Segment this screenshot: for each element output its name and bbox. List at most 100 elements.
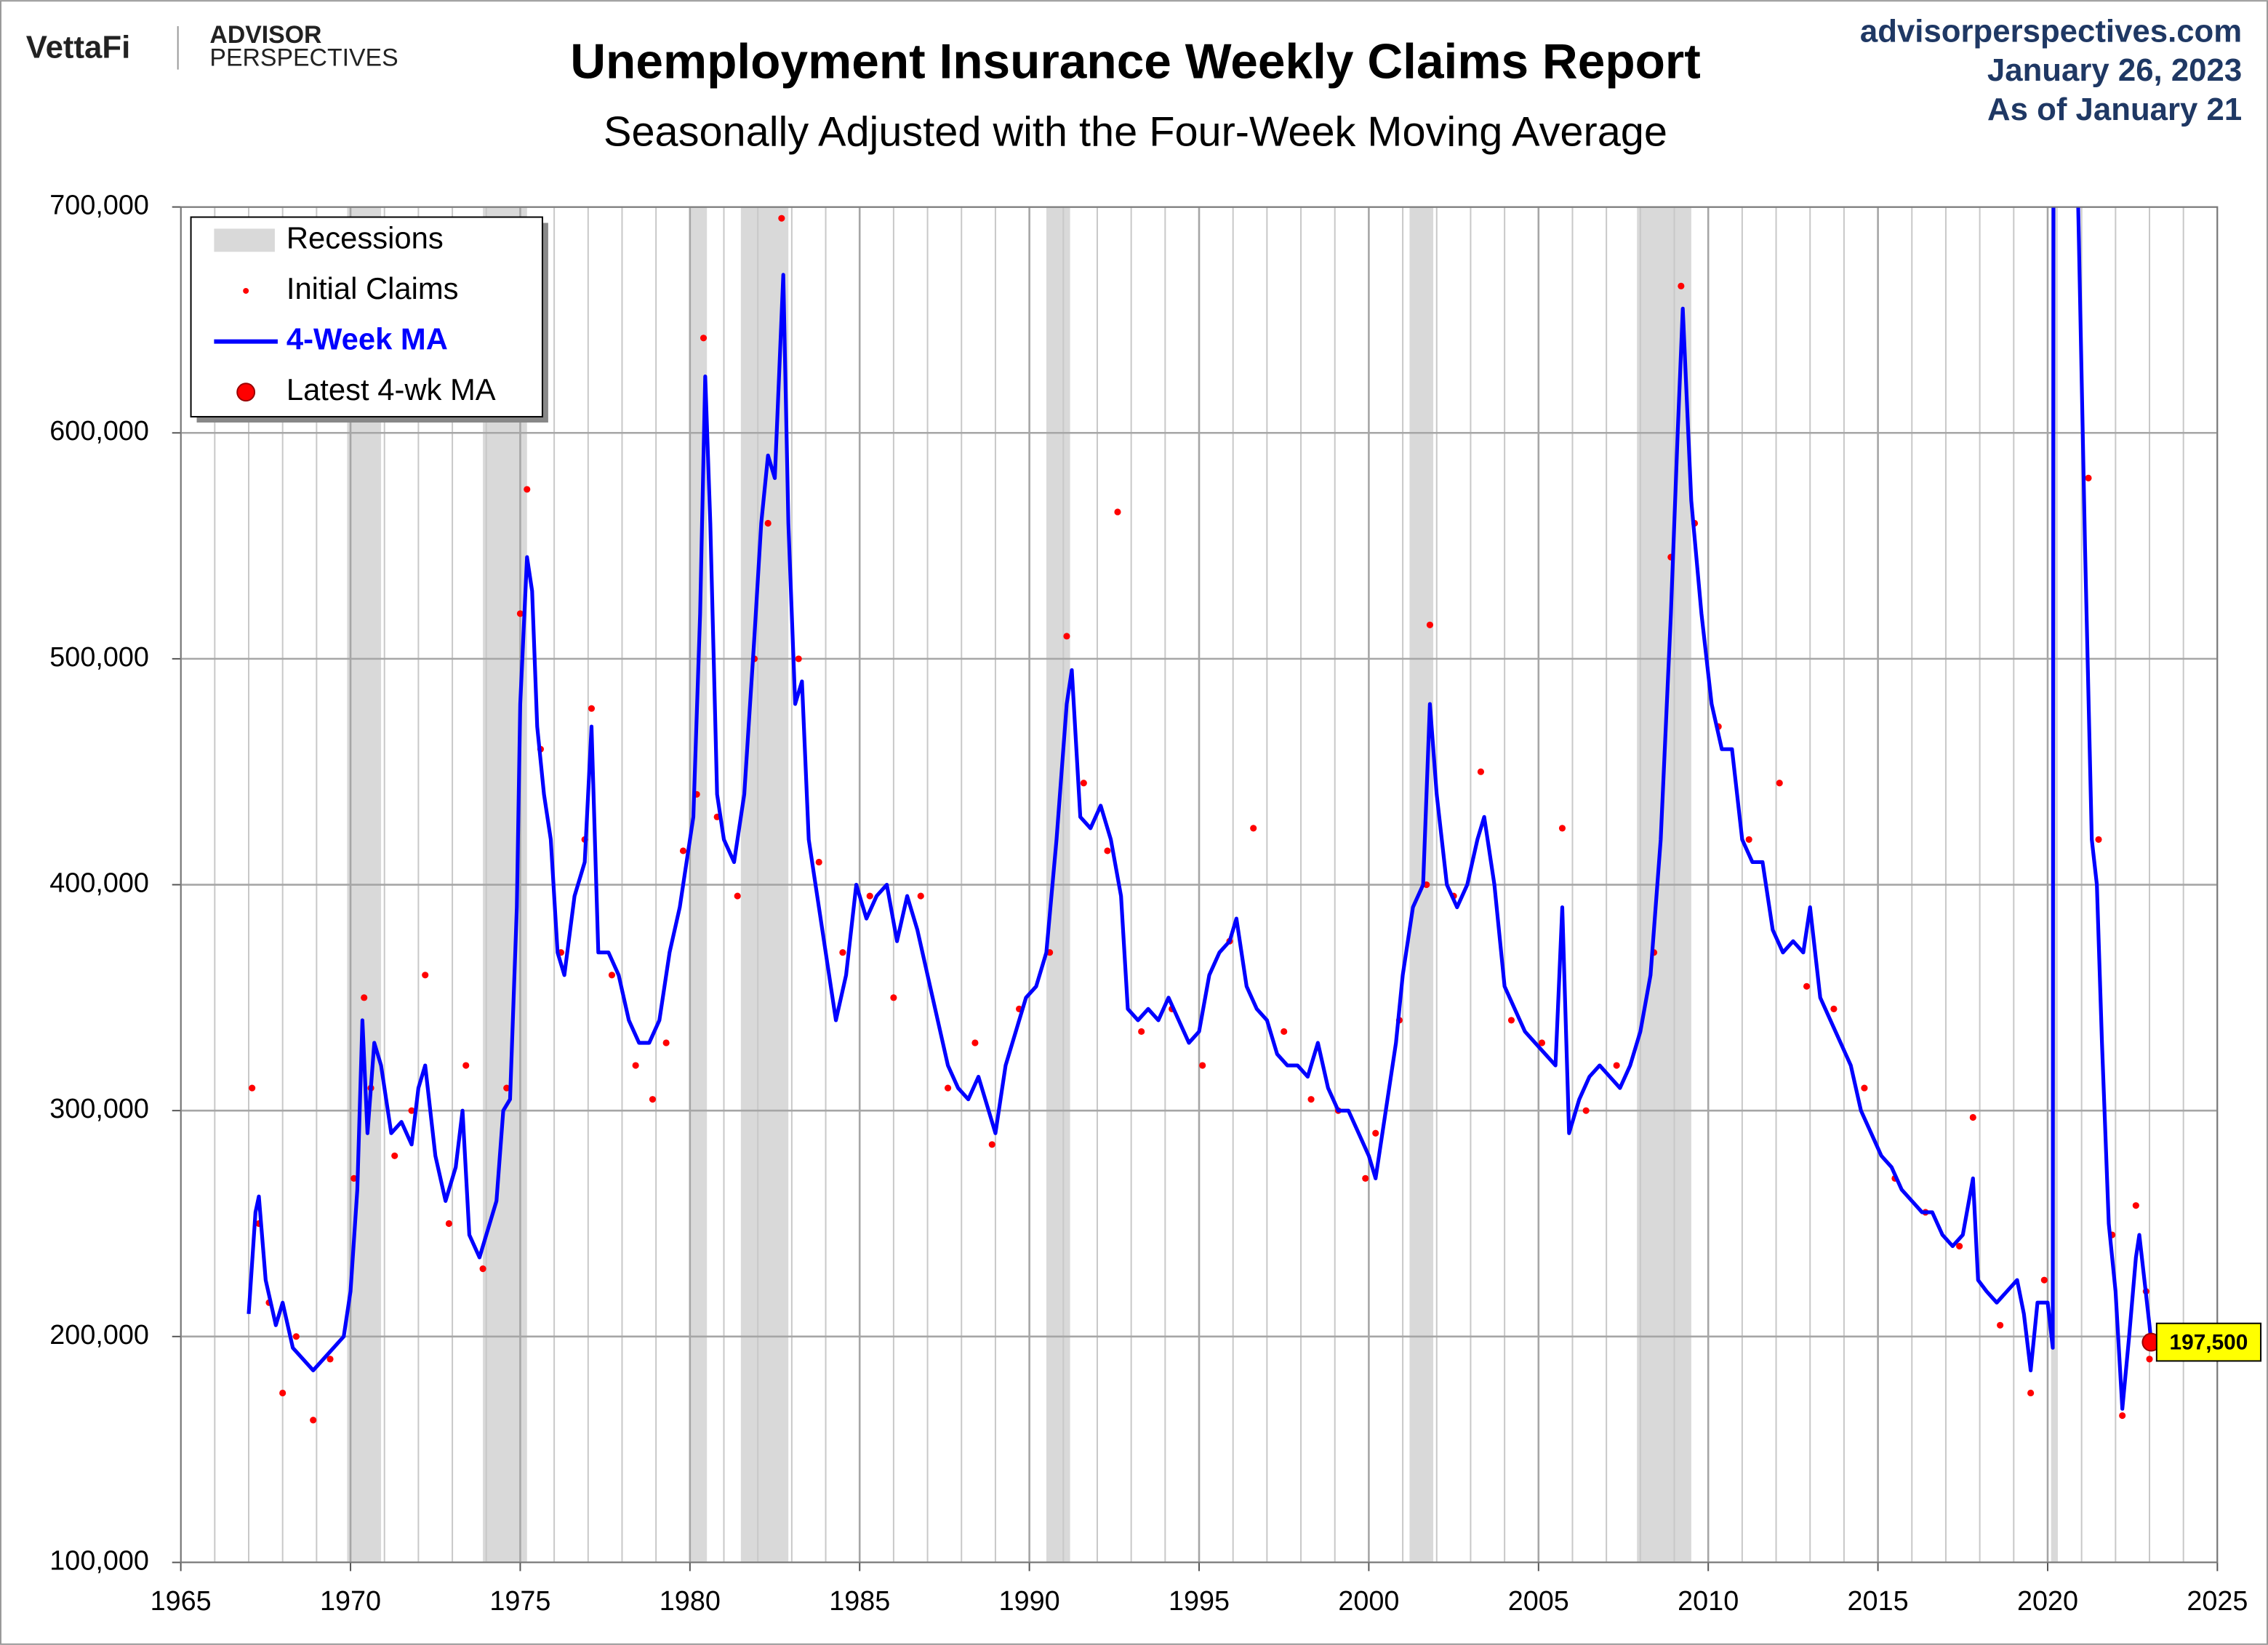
claim-dot: [1250, 825, 1257, 832]
claim-dot: [778, 215, 785, 222]
claim-dot: [1281, 1028, 1288, 1036]
claim-dot: [2146, 1356, 2153, 1363]
date: January 26, 2023: [1987, 52, 2242, 88]
x-tick-label: 2025: [2187, 1586, 2248, 1617]
claim-dot: [279, 1389, 286, 1397]
claim-dot: [1138, 1028, 1145, 1036]
claim-dot: [608, 972, 616, 979]
y-tick-label: 500,000: [49, 642, 149, 673]
claim-dot: [1538, 1039, 1546, 1046]
claim-dot: [2085, 474, 2092, 481]
claim-dot: [988, 1141, 995, 1148]
plot-border: [180, 206, 2219, 1564]
logo: VettaFi: [26, 29, 130, 65]
claim-dot: [1558, 825, 1566, 832]
claim-dot: [1613, 1062, 1620, 1069]
claim-dot: [479, 1265, 486, 1273]
claim-dot: [1861, 1084, 1868, 1092]
claim-dot: [700, 335, 708, 342]
claim-dot: [971, 1039, 979, 1046]
claim-dot: [524, 486, 531, 493]
x-tick-label: 1985: [829, 1586, 890, 1617]
x-tick-label: 2010: [1678, 1586, 1739, 1617]
y-tick-label: 600,000: [49, 416, 149, 447]
claim-dot: [1477, 768, 1485, 775]
claim-dot: [917, 892, 924, 900]
claim-dot: [1114, 508, 1121, 516]
legend-swatch: [243, 288, 249, 294]
claim-dot: [1678, 282, 1685, 289]
claim-dot: [516, 610, 524, 617]
x-tick-label: 1990: [999, 1586, 1060, 1617]
claim-dot: [764, 519, 772, 527]
chart-subtitle: Seasonally Adjusted with the Four-Week M…: [604, 108, 1667, 155]
x-tick-label: 1995: [1169, 1586, 1230, 1617]
claim-dot: [361, 994, 368, 1001]
claim-dot: [1372, 1129, 1379, 1137]
claim-dot: [588, 705, 596, 712]
claim-dot: [679, 847, 687, 854]
claim-dot: [1426, 621, 1434, 628]
chart-title: Unemployment Insurance Weekly Claims Rep…: [570, 35, 1701, 89]
claim-dot: [310, 1417, 317, 1424]
claim-dot: [292, 1333, 300, 1340]
brand-top: ADVISOR: [209, 21, 321, 49]
claim-dot: [2040, 1276, 2048, 1284]
legend-swatch: [236, 383, 256, 402]
claim-dot: [1803, 982, 1811, 990]
x-tick-label: 1970: [320, 1586, 381, 1617]
claim-dot: [391, 1152, 398, 1159]
claim-dot: [839, 949, 846, 956]
x-tick-label: 2005: [1508, 1586, 1569, 1617]
claim-dot: [866, 892, 873, 900]
y-tick-label: 200,000: [49, 1320, 149, 1350]
claim-dot: [422, 972, 429, 979]
claim-dot: [734, 892, 741, 900]
legend: Recessions Initial Claims 4-Week MA Latest …: [190, 216, 548, 423]
as-of: As of January 21: [1987, 92, 2242, 127]
claim-dot: [1080, 780, 1087, 787]
claim-dot: [1582, 1107, 1590, 1114]
claim-dot: [503, 1084, 510, 1092]
ma-line: [247, 207, 2153, 1411]
claim-dot: [1745, 836, 1752, 843]
claim-dot: [1199, 1062, 1206, 1069]
claim-dot: [1063, 633, 1070, 640]
claim-dot: [632, 1062, 639, 1069]
claim-dot: [2132, 1202, 2139, 1209]
latest-label: 197,500: [2170, 1330, 2248, 1354]
claim-dot: [2095, 836, 2102, 843]
claim-dot: [649, 1096, 657, 1103]
claim-dot: [326, 1356, 334, 1363]
claim-dot: [249, 1084, 256, 1092]
brand-bottom: PERSPECTIVES: [209, 44, 398, 72]
claim-dot: [445, 1220, 452, 1228]
latest-label-box: [2155, 1322, 2262, 1362]
y-tick-label: 300,000: [49, 1094, 149, 1124]
claim-dot: [1362, 1174, 1369, 1182]
claim-dot: [350, 1174, 358, 1182]
x-tick-label: 1965: [151, 1586, 212, 1617]
claim-dot: [1507, 1017, 1515, 1024]
legend-label: Recessions: [286, 220, 444, 255]
claim-dot: [1956, 1242, 1963, 1250]
x-tick-label: 2015: [1848, 1586, 1909, 1617]
claim-dot: [408, 1107, 415, 1114]
y-tick-label: 700,000: [49, 191, 149, 221]
site: advisorperspectives.com: [1860, 13, 2242, 49]
claim-dot: [662, 1039, 670, 1046]
claim-dot: [815, 858, 822, 866]
legend-label: Initial Claims: [286, 271, 459, 305]
plot-area: [180, 207, 2218, 1563]
claim-dot: [2119, 1412, 2126, 1420]
x-tick-label: 1975: [489, 1586, 550, 1617]
legend-label: 4-Week MA: [286, 322, 448, 356]
claim-dot: [1104, 847, 1111, 854]
claim-dot: [1307, 1096, 1315, 1103]
claim-dot: [1997, 1321, 2004, 1329]
y-tick-label: 100,000: [49, 1545, 149, 1576]
claim-dot: [1969, 1113, 1976, 1121]
claim-dot: [945, 1084, 952, 1092]
